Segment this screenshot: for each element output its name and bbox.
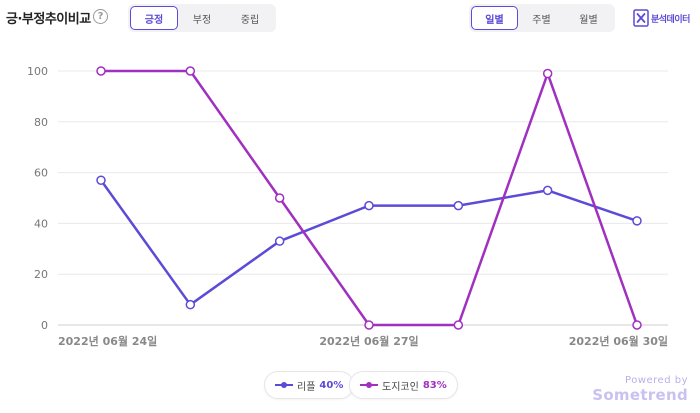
help-icon[interactable]: ?	[93, 9, 108, 24]
data-point[interactable]	[96, 66, 106, 76]
y-tick-label: 20	[34, 268, 48, 281]
y-tick-label: 40	[34, 217, 48, 230]
tab-positive[interactable]: 긍정	[130, 6, 178, 30]
data-point[interactable]	[542, 185, 553, 196]
tab-daily[interactable]: 일별	[471, 6, 518, 30]
data-point[interactable]	[632, 216, 642, 226]
x-tick-label: 2022년 06월 27일	[319, 334, 418, 348]
y-tick-label: 0	[41, 319, 48, 332]
data-point[interactable]	[364, 320, 374, 330]
export-label: 분석데이터	[651, 14, 690, 25]
export-data-button[interactable]: 분석데이터	[633, 9, 690, 27]
tab-monthly[interactable]: 월별	[579, 14, 598, 26]
data-point[interactable]	[453, 320, 464, 330]
data-point[interactable]	[632, 320, 642, 330]
tab-negative[interactable]: 부정	[192, 14, 212, 26]
page-title: 긍·부정추이비교	[6, 12, 91, 27]
excel-icon	[633, 9, 649, 27]
data-point[interactable]	[185, 66, 196, 76]
data-point[interactable]	[453, 200, 464, 211]
y-tick-label: 80	[34, 116, 48, 129]
legend-percent: 83%	[422, 379, 447, 391]
period-toggle: 일별 주별 월별	[469, 4, 615, 32]
powered-by-logo: Powered by Sometrend	[592, 376, 688, 403]
legend-swatch-dogecoin	[360, 382, 378, 388]
legend-percent: 40%	[319, 379, 344, 391]
data-point[interactable]	[542, 68, 553, 79]
data-point[interactable]	[364, 200, 374, 211]
data-point[interactable]	[185, 299, 196, 310]
legend-item-ripple[interactable]: 리플 40%	[264, 371, 355, 399]
x-tick-label: 2022년 06월 24일	[58, 334, 157, 348]
y-tick-label: 100	[27, 65, 48, 78]
brand-name: Sometrend	[592, 386, 688, 404]
legend-name: 도지코인	[382, 381, 419, 393]
powered-by-text: Powered by	[625, 375, 688, 386]
sentiment-toggle: 긍정 부정 중립	[128, 4, 276, 32]
series-line-0	[99, 179, 638, 306]
y-tick-label: 60	[34, 167, 48, 180]
x-tick-label: 2022년 06월 30일	[569, 334, 668, 348]
tab-weekly[interactable]: 주별	[532, 14, 551, 26]
tab-neutral[interactable]: 중립	[240, 14, 260, 26]
legend-swatch-ripple	[275, 382, 293, 388]
legend-name: 리플	[297, 381, 316, 393]
data-point[interactable]	[274, 193, 285, 203]
data-point[interactable]	[274, 236, 285, 246]
legend-item-dogecoin[interactable]: 도지코인 83%	[349, 371, 458, 399]
series-line-1	[101, 69, 639, 327]
data-point[interactable]	[96, 175, 106, 185]
